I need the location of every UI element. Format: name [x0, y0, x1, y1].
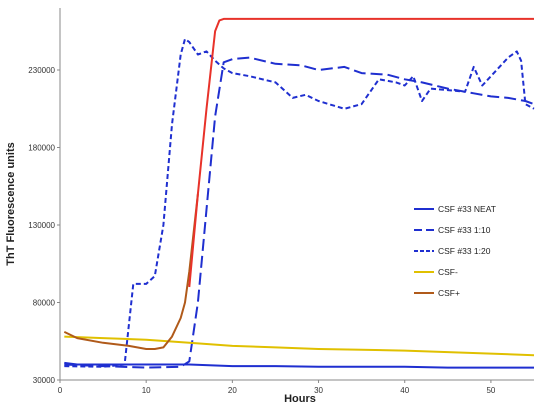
legend: CSF #33 NEAT CSF #33 1:10 CSF #33 1:20 CSF-…	[414, 204, 496, 298]
y-tick-label: 230000	[28, 66, 55, 75]
x-tick-label: 20	[228, 386, 237, 395]
x-tick-label: 50	[486, 386, 495, 395]
axes: 30000 80000 130000 180000 230000 0 10 20 30 40 50	[28, 8, 534, 395]
series-line-1	[64, 56, 535, 369]
x-tick-label: 0	[58, 386, 63, 395]
series-line-4	[63, 193, 199, 350]
legend-label: CSF #33 1:20	[438, 246, 491, 256]
y-axis-title: ThT Fluorescence units	[5, 142, 17, 265]
x-tick-label: 10	[142, 386, 151, 395]
series-line-0	[64, 361, 534, 369]
x-axis-title: Hours	[284, 393, 316, 405]
y-tick-label: 80000	[33, 299, 56, 308]
series-line-2	[64, 38, 535, 368]
legend-label: CSF+	[438, 288, 460, 298]
series-lines	[63, 17, 535, 369]
series-line-5	[188, 17, 534, 288]
legend-label: CSF #33 1:10	[438, 225, 491, 235]
series-line-3	[64, 335, 535, 357]
x-tick-label: 30	[314, 386, 323, 395]
y-tick-label: 130000	[28, 221, 55, 230]
y-tick-label: 180000	[28, 144, 55, 153]
y-tick-label: 30000	[33, 376, 56, 385]
legend-label: CSF #33 NEAT	[438, 204, 496, 214]
legend-label: CSF-	[438, 267, 458, 277]
x-tick-label: 40	[400, 386, 409, 395]
